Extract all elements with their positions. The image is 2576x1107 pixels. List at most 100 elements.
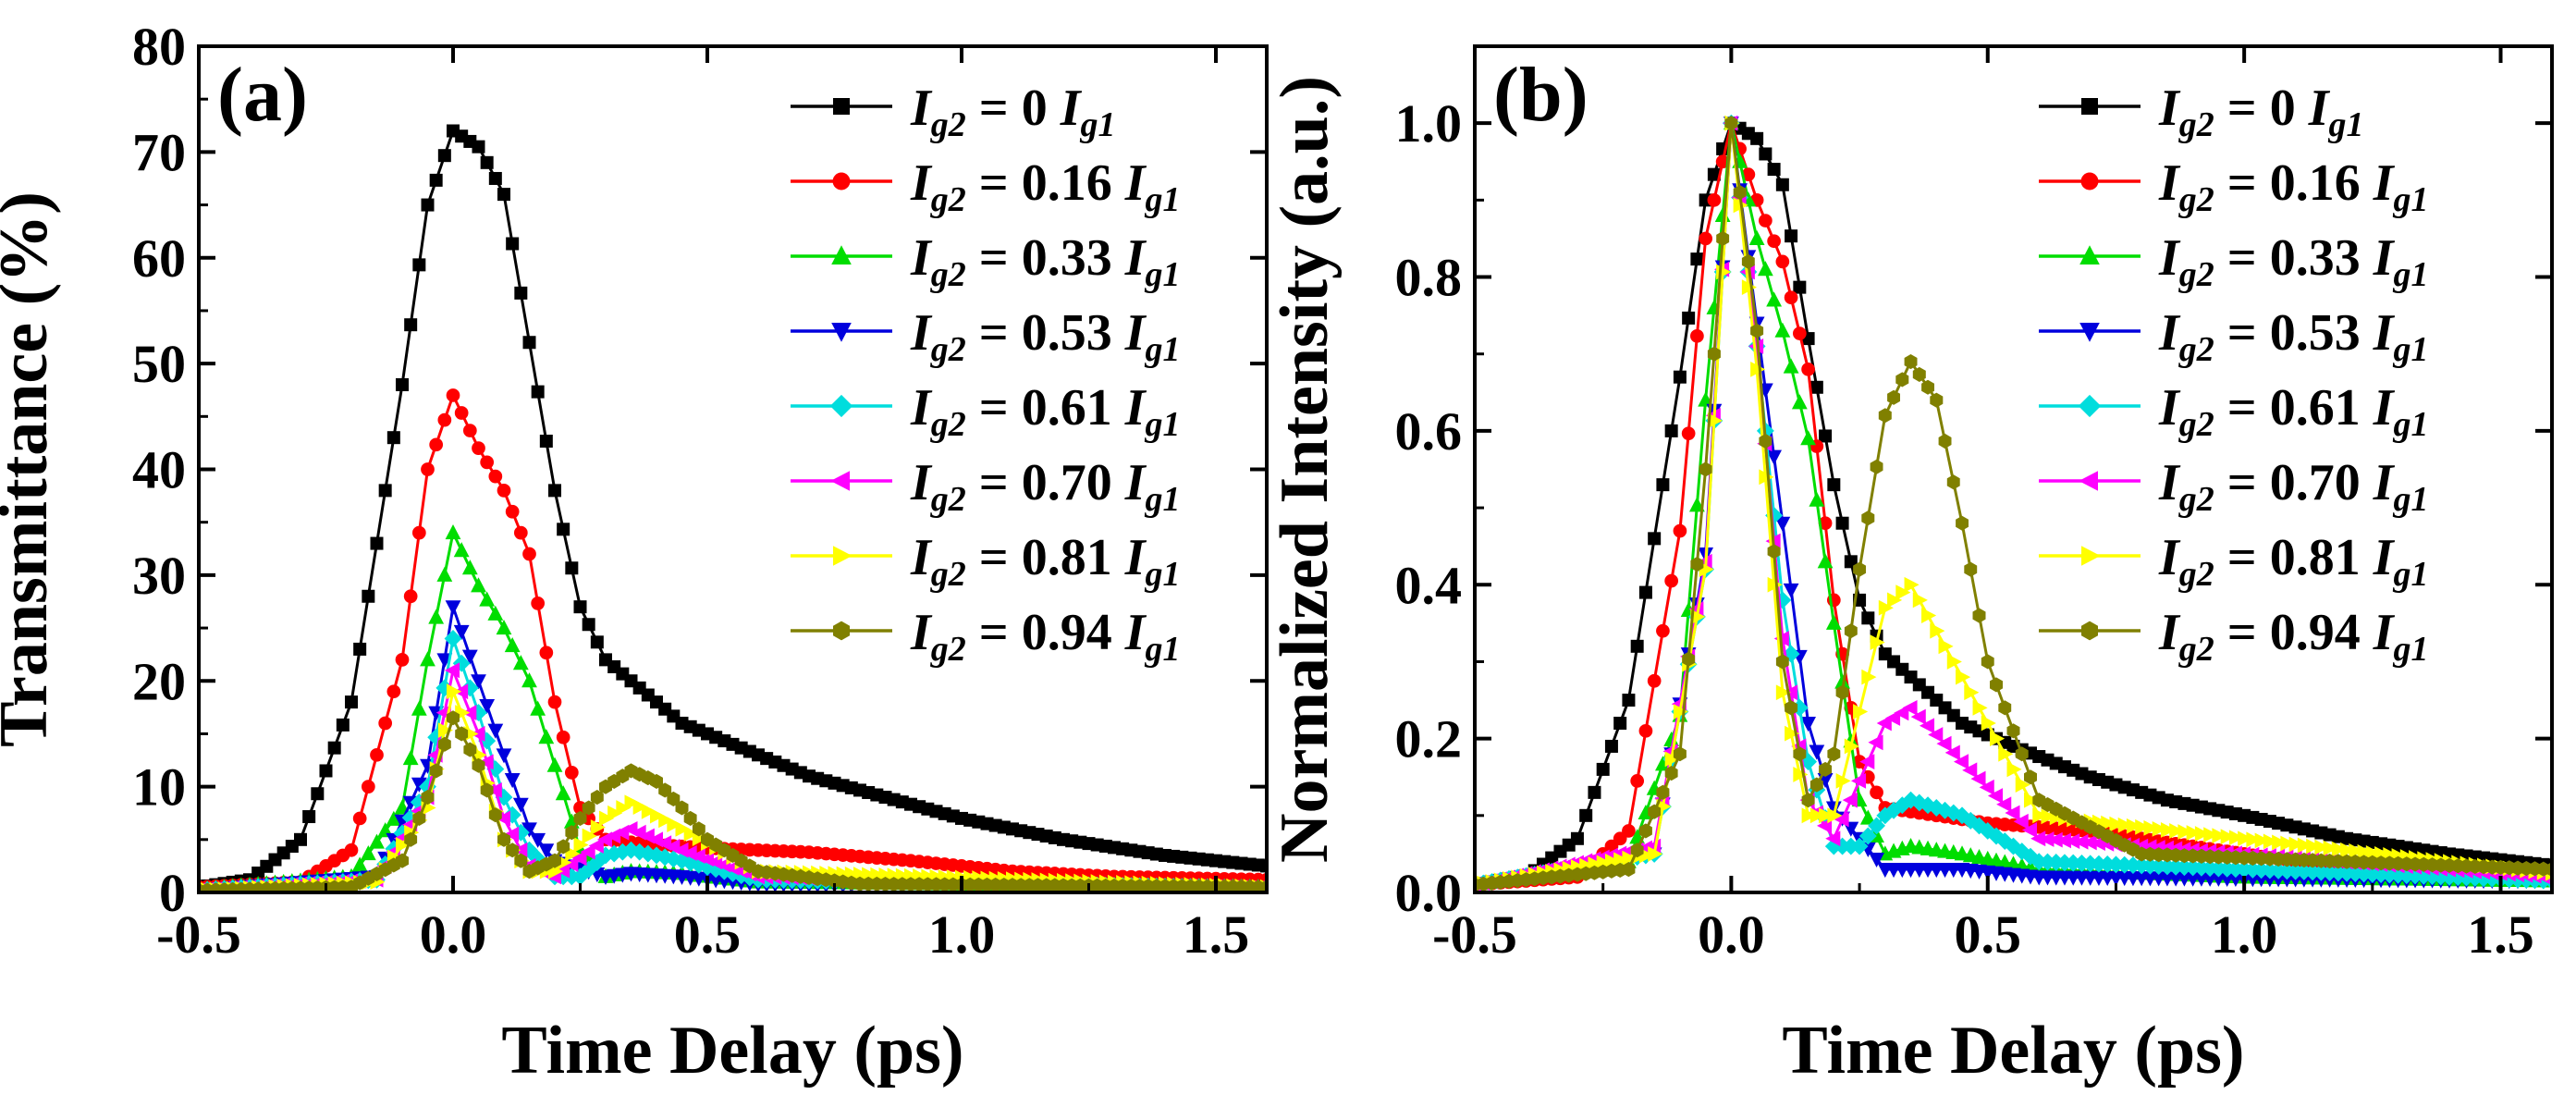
data-point — [555, 862, 570, 879]
data-point — [1895, 372, 1909, 387]
data-point — [505, 504, 520, 519]
data-point — [564, 766, 579, 780]
data-point — [444, 630, 462, 647]
data-point — [1964, 684, 1980, 701]
data-point — [1801, 793, 1815, 808]
data-point — [563, 856, 579, 872]
series-0 — [199, 124, 1267, 892]
data-point — [2288, 836, 2304, 853]
data-point — [2021, 847, 2040, 866]
data-point — [2024, 769, 2037, 785]
data-point — [437, 722, 453, 739]
data-point — [1690, 252, 1704, 266]
data-point — [2117, 817, 2133, 833]
data-point — [2032, 807, 2048, 824]
data-point — [1775, 254, 1790, 269]
data-point — [2474, 869, 2493, 888]
data-point — [1707, 167, 1721, 181]
data-point — [2005, 837, 2022, 855]
data-point — [2081, 855, 2100, 873]
data-point — [1664, 573, 1679, 588]
data-point — [370, 536, 384, 550]
x-tick-label: 1.5 — [1183, 904, 1250, 965]
data-point — [461, 560, 478, 575]
data-point — [531, 597, 546, 610]
data-point — [421, 462, 435, 476]
data-point — [487, 605, 504, 621]
data-point — [1895, 584, 1911, 600]
y-tick-label: 0.4 — [1395, 555, 1463, 615]
data-point — [378, 716, 393, 731]
panel-label: (b) — [1493, 52, 1589, 138]
data-point — [624, 794, 640, 811]
data-point — [2297, 837, 2312, 854]
data-point — [1953, 754, 1969, 769]
x-tick-label: 1.0 — [928, 904, 996, 965]
data-point — [2021, 822, 2037, 838]
data-point — [421, 790, 435, 806]
data-point — [1793, 746, 1807, 762]
data-point — [1861, 510, 1875, 526]
y-tick-label: 20 — [132, 651, 186, 711]
data-point — [1622, 694, 1636, 707]
data-point — [1893, 796, 1911, 815]
data-point — [2277, 862, 2296, 880]
data-point — [1844, 738, 1859, 755]
y-tick-label: 1.0 — [1395, 93, 1463, 154]
y-tick-label: 60 — [132, 228, 186, 289]
data-point — [1834, 673, 1850, 689]
data-point — [513, 525, 528, 540]
data-point — [555, 785, 571, 801]
data-point — [1919, 718, 1935, 734]
data-point — [683, 826, 699, 842]
data-point — [472, 757, 485, 773]
data-point — [411, 525, 426, 540]
data-point — [1774, 322, 1791, 338]
data-point — [1972, 699, 1988, 716]
y-tick-label: 0 — [159, 863, 186, 923]
data-point — [1878, 599, 1894, 616]
series-7 — [1475, 116, 2552, 892]
data-point — [361, 780, 375, 793]
data-point — [2065, 833, 2080, 849]
data-point — [1707, 412, 1723, 429]
data-point — [521, 672, 537, 688]
data-point — [1682, 311, 1696, 325]
data-point — [411, 777, 427, 793]
y-tick-label: 0.6 — [1395, 401, 1463, 461]
data-point — [1775, 654, 1789, 670]
data-point — [1809, 491, 1825, 507]
data-point — [1655, 756, 1671, 771]
data-point — [650, 773, 663, 789]
data-point — [436, 566, 453, 582]
data-point — [2212, 828, 2227, 844]
data-point — [2005, 805, 2020, 821]
data-point — [1861, 611, 1875, 625]
data-point — [1850, 837, 1869, 855]
data-point — [2006, 723, 2020, 739]
data-point — [1809, 380, 1823, 394]
data-point — [1767, 163, 1781, 177]
data-point — [1656, 623, 1670, 638]
data-point — [401, 808, 420, 827]
data-point — [506, 237, 520, 251]
data-point — [1825, 830, 1841, 847]
data-point — [1944, 804, 1963, 822]
data-point — [1724, 116, 1738, 131]
data-point — [471, 577, 486, 593]
data-point — [2047, 831, 2063, 848]
data-point — [675, 800, 689, 816]
plot-area — [199, 124, 1267, 892]
data-point — [1596, 762, 1610, 776]
legend-label: Ig2 = 0.61 Ig1 — [2158, 379, 2429, 444]
data-point — [1818, 516, 1833, 531]
data-point — [1887, 592, 1903, 609]
data-point — [582, 800, 595, 816]
data-point — [1579, 808, 1593, 822]
legend-entry: Ig2 = 0.53 Ig1 — [2039, 304, 2429, 369]
legend-entry: Ig2 = 0.16 Ig1 — [791, 154, 1181, 219]
legend-entry: Ig2 = 0.81 Ig1 — [2039, 529, 2429, 594]
legend-label: Ig2 = 0.81 Ig1 — [910, 529, 1181, 594]
data-point — [2414, 867, 2433, 885]
data-point — [2331, 841, 2347, 857]
